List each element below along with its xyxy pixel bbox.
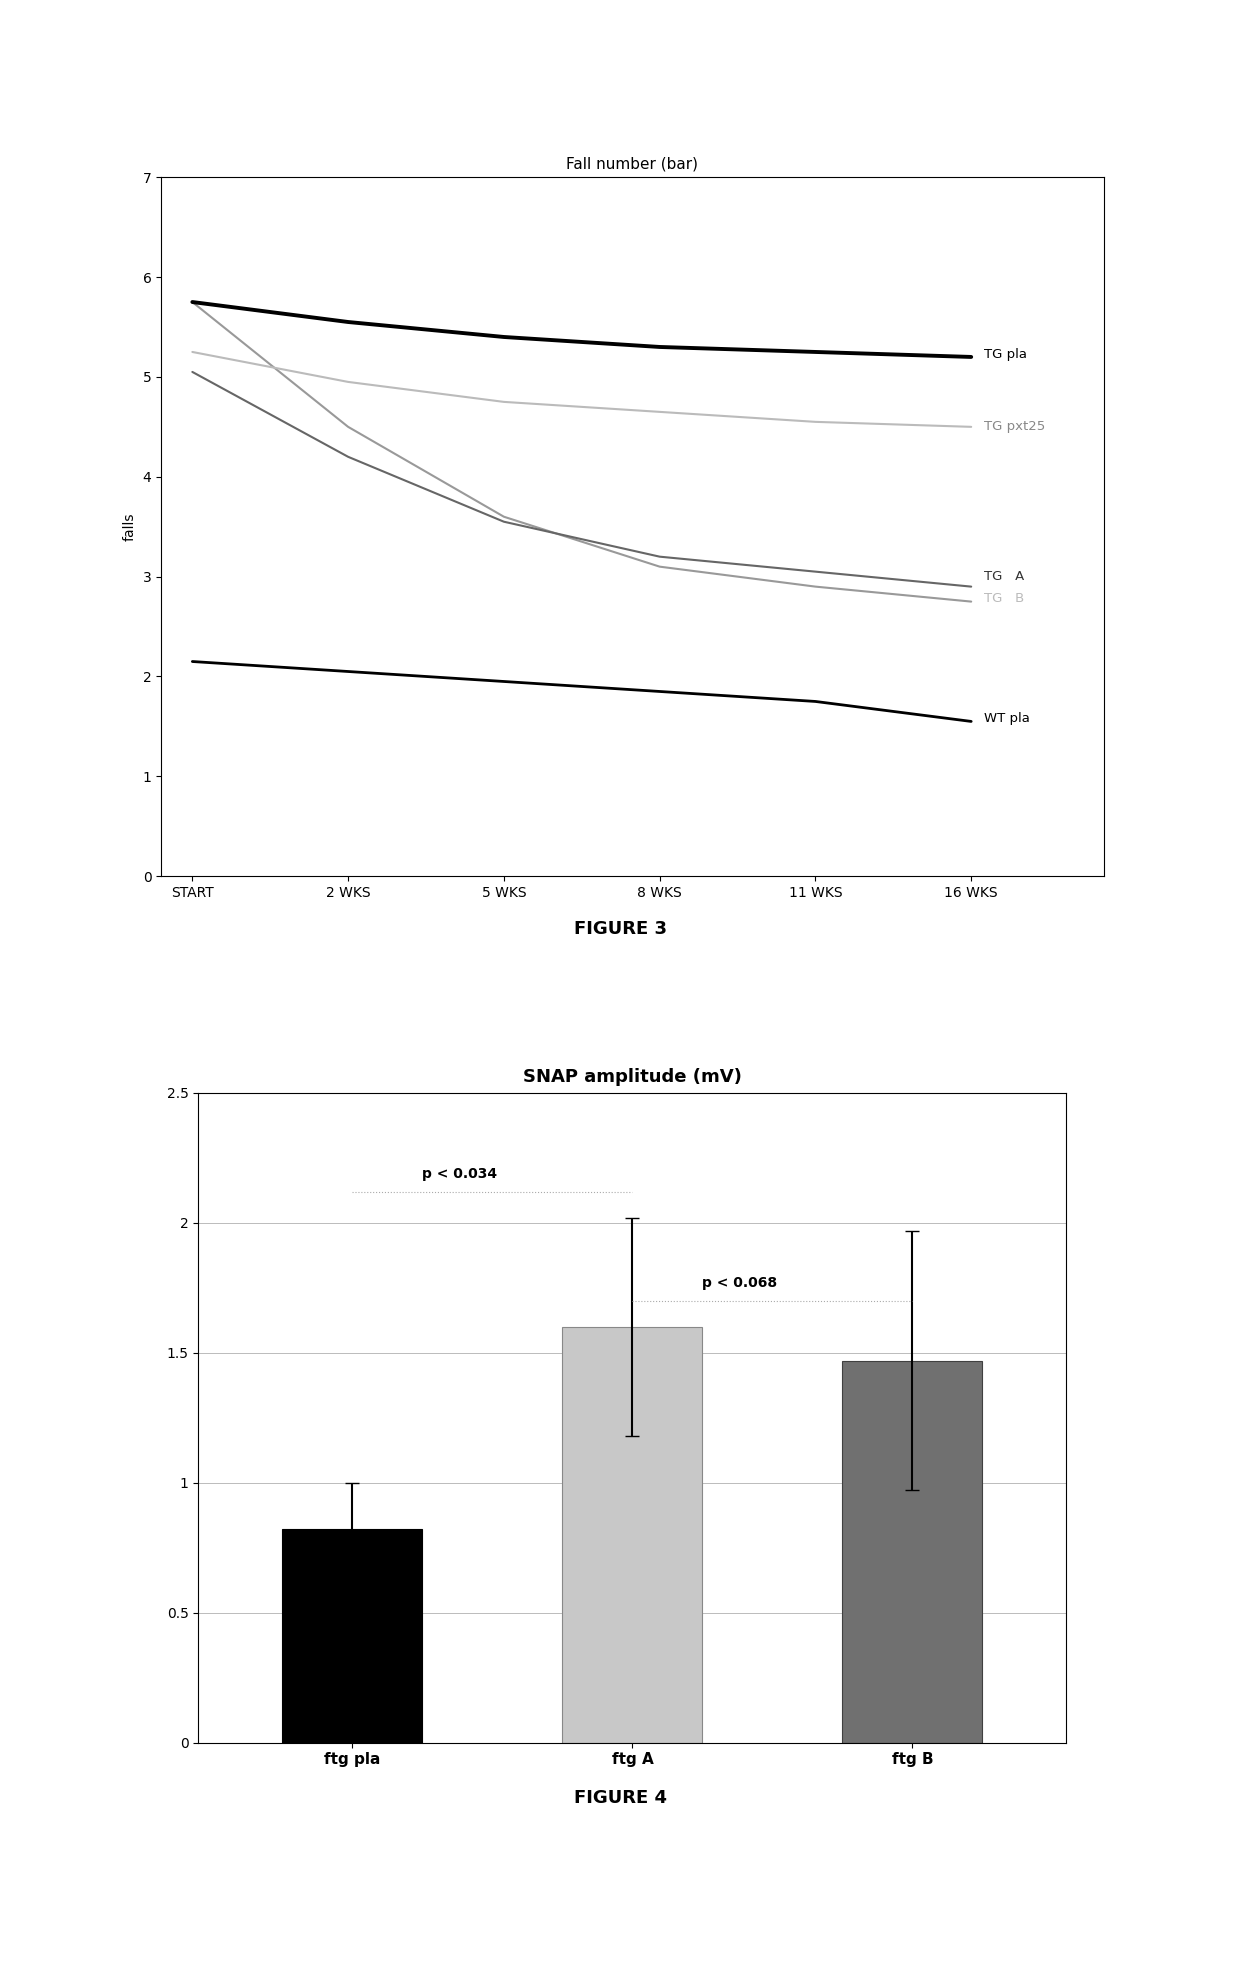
Title: SNAP amplitude (mV): SNAP amplitude (mV)	[523, 1067, 742, 1085]
Text: WT pla: WT pla	[983, 713, 1029, 725]
Text: FIGURE 3: FIGURE 3	[573, 920, 667, 939]
Text: FIGURE 4: FIGURE 4	[573, 1788, 667, 1808]
Text: TG   B: TG B	[983, 593, 1024, 604]
Bar	[563, 1327, 702, 1743]
Bar	[283, 1530, 423, 1743]
Text: p < 0.034: p < 0.034	[423, 1168, 497, 1181]
Title: Fall number (bar): Fall number (bar)	[567, 158, 698, 171]
Text: TG   A: TG A	[983, 571, 1024, 583]
Y-axis label: falls: falls	[123, 512, 138, 541]
Text: TG pxt25: TG pxt25	[983, 419, 1045, 433]
Text: TG pla: TG pla	[983, 349, 1027, 362]
Text: p < 0.068: p < 0.068	[702, 1276, 777, 1290]
Bar	[842, 1361, 982, 1743]
